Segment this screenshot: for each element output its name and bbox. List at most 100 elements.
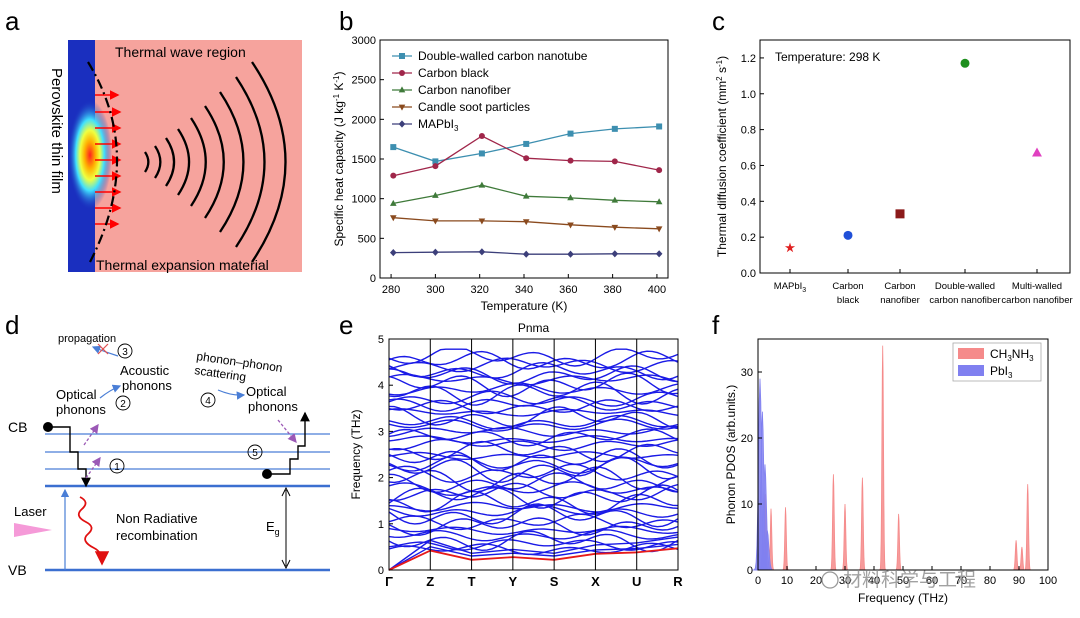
- step-2-circle: [115, 395, 131, 411]
- data-point: [611, 250, 619, 258]
- panel-label-a: a: [5, 6, 20, 36]
- data-point: [478, 150, 485, 157]
- category-label-line2: carbon nanofiber: [1001, 295, 1072, 306]
- y-tick-label: 0: [370, 273, 376, 285]
- y-axis-label-part: 2: [715, 76, 724, 81]
- phonon-band: [388, 405, 679, 430]
- bandgap-label: Eg: [266, 519, 280, 537]
- x-tick-label: Z: [426, 574, 434, 589]
- phonon-band: [388, 472, 679, 493]
- y-tick-label: 0: [747, 565, 753, 577]
- category-label-line2: carbon nanofiber: [929, 295, 1000, 306]
- chart-title: Pnma: [518, 321, 550, 335]
- data-point: [655, 198, 663, 205]
- optical-label-2: Optical: [246, 384, 287, 399]
- y-tick-label: 500: [358, 233, 376, 245]
- data-point: [611, 125, 618, 132]
- data-point: [567, 157, 574, 164]
- x-tick-label: 340: [515, 284, 533, 296]
- pdos-peak: [1012, 540, 1020, 571]
- panel-d: CB VB propagation 3 Acoustic phonons Opt…: [8, 333, 330, 578]
- data-point: [389, 249, 397, 257]
- legend-entry-text: Carbon nanofiber: [418, 83, 511, 97]
- phonon-band: [388, 513, 679, 531]
- thermal-wave-arc: [165, 137, 176, 187]
- y-axis-label-part: ): [332, 72, 346, 76]
- legend-marker: [399, 70, 405, 76]
- category-label-line1: Double-walled: [935, 281, 995, 292]
- thermal-wave-arc: [190, 117, 207, 207]
- relaxation-path-2: [267, 411, 310, 475]
- pdos-peak: [878, 345, 887, 571]
- category-label: MAPbI3: [774, 281, 807, 294]
- data-point: [389, 215, 397, 222]
- y-tick-label: 0: [378, 565, 384, 577]
- data-point: [522, 250, 530, 258]
- phonon-band: [388, 425, 679, 438]
- phonon-band: [388, 536, 679, 571]
- data-point: [432, 191, 439, 198]
- category-label-line1: Multi-walled: [1012, 281, 1062, 292]
- data-point: [1032, 147, 1042, 157]
- y-tick-label: 0.8: [741, 125, 756, 137]
- watermark: 材料科学与工程: [821, 569, 976, 591]
- x-tick-label: Y: [509, 574, 518, 589]
- x-tick-label: 300: [426, 284, 444, 296]
- phonon-band: [388, 395, 679, 412]
- data-point: [389, 199, 397, 206]
- absorption-arrow: [277, 419, 297, 444]
- phonon-band: [388, 408, 679, 417]
- y-axis-label-part: Specific heat capacity (J kg: [332, 101, 346, 246]
- perovskite-film-label: Perovskite thin film: [48, 68, 65, 194]
- phonon-band: [388, 438, 679, 452]
- step-1-circle: [109, 458, 125, 474]
- phonon-band: [388, 463, 679, 483]
- x-axis-label: Frequency (THz): [858, 591, 948, 605]
- scattering-arrow: [217, 389, 246, 400]
- x-tick-label: 380: [603, 284, 621, 296]
- phonon-band: [388, 482, 679, 502]
- data-point: [567, 130, 574, 137]
- x-tick-label: X: [591, 574, 600, 589]
- category-label: Multi-walled: [1012, 281, 1062, 292]
- y-axis-label-part: Thermal diffusion coefficient (mm: [715, 81, 729, 257]
- data-point: [611, 196, 619, 203]
- hotspot-glow: [68, 100, 112, 210]
- acoustic-phonons-label: phonons: [122, 378, 172, 393]
- phonon-band: [388, 361, 679, 381]
- thermal-wave-arc: [177, 128, 191, 196]
- data-point: [784, 242, 796, 253]
- y-tick-label: 1500: [352, 154, 376, 166]
- y-axis-label-part: -1: [332, 75, 341, 83]
- emission-arrow-2: [85, 456, 101, 479]
- legend-swatch: [958, 365, 984, 376]
- y-tick-label: 0.2: [741, 232, 756, 244]
- x-tick-label: 360: [559, 284, 577, 296]
- x-tick-label: 10: [781, 575, 793, 587]
- step-1-number: 1: [114, 462, 120, 473]
- data-point: [895, 209, 905, 219]
- x-tick-label: 50: [897, 575, 909, 587]
- legend-entry-text: PbI: [990, 364, 1008, 378]
- y-tick-label: 10: [741, 499, 753, 511]
- phonon-band: [388, 543, 679, 571]
- category-label: Carbon: [884, 281, 915, 292]
- data-point: [655, 226, 663, 233]
- x-tick-label: 280: [382, 284, 400, 296]
- phonon-band: [388, 348, 679, 367]
- data-point: [611, 158, 618, 165]
- watermark-icon: [821, 571, 839, 589]
- pdos-peak: [781, 507, 790, 571]
- pdos-peak: [841, 503, 849, 571]
- x-axis-label: Temperature (K): [481, 299, 568, 313]
- panel-label-f: f: [712, 310, 720, 340]
- phonon-band: [388, 525, 679, 535]
- legend-entry-sub: 3: [1029, 354, 1034, 363]
- x-tick-label: 40: [868, 575, 880, 587]
- data-point: [432, 158, 439, 165]
- y-tick-label: 1.2: [741, 53, 756, 65]
- legend-entry-text: NH: [1012, 347, 1029, 361]
- x-tick-label: 90: [1013, 575, 1025, 587]
- y-tick-label: 3000: [352, 35, 376, 47]
